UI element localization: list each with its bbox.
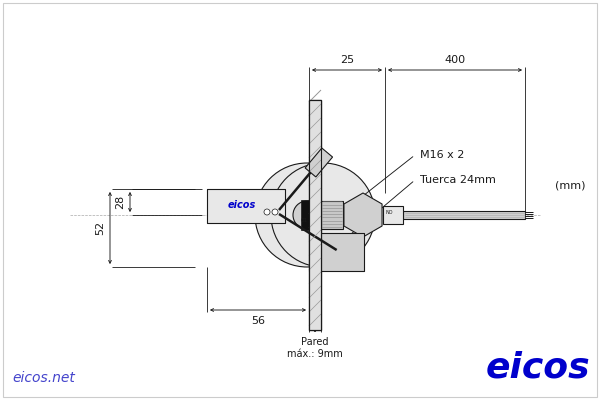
Text: 400: 400 [445, 55, 466, 65]
Polygon shape [344, 193, 382, 237]
Circle shape [271, 163, 375, 267]
Bar [309, 100, 321, 330]
Bar [309, 233, 364, 271]
Text: 01: 01 [301, 218, 308, 222]
Circle shape [264, 209, 270, 215]
Bar [309, 100, 321, 330]
Text: (mm): (mm) [555, 180, 586, 190]
Bar [321, 201, 343, 229]
Text: Tuerca 24mm: Tuerca 24mm [420, 175, 496, 185]
Bar [301, 200, 309, 230]
Bar [403, 211, 525, 219]
Bar [383, 206, 403, 224]
Text: 28: 28 [115, 195, 125, 209]
Circle shape [255, 163, 359, 267]
Text: eicos: eicos [485, 351, 590, 385]
Text: eicos: eicos [228, 200, 256, 210]
Bar [207, 189, 285, 223]
Text: 56: 56 [251, 316, 265, 326]
Circle shape [272, 209, 278, 215]
Text: eicos.net: eicos.net [12, 371, 75, 385]
Text: Pared
máx.: 9mm: Pared máx.: 9mm [287, 337, 343, 359]
Text: M16 x 2: M16 x 2 [420, 150, 464, 160]
Text: NO: NO [385, 210, 393, 214]
Bar [309, 100, 321, 330]
Polygon shape [305, 148, 332, 177]
Circle shape [293, 201, 321, 229]
Text: 52: 52 [95, 221, 105, 235]
Text: 25: 25 [340, 55, 354, 65]
Bar [309, 100, 321, 330]
